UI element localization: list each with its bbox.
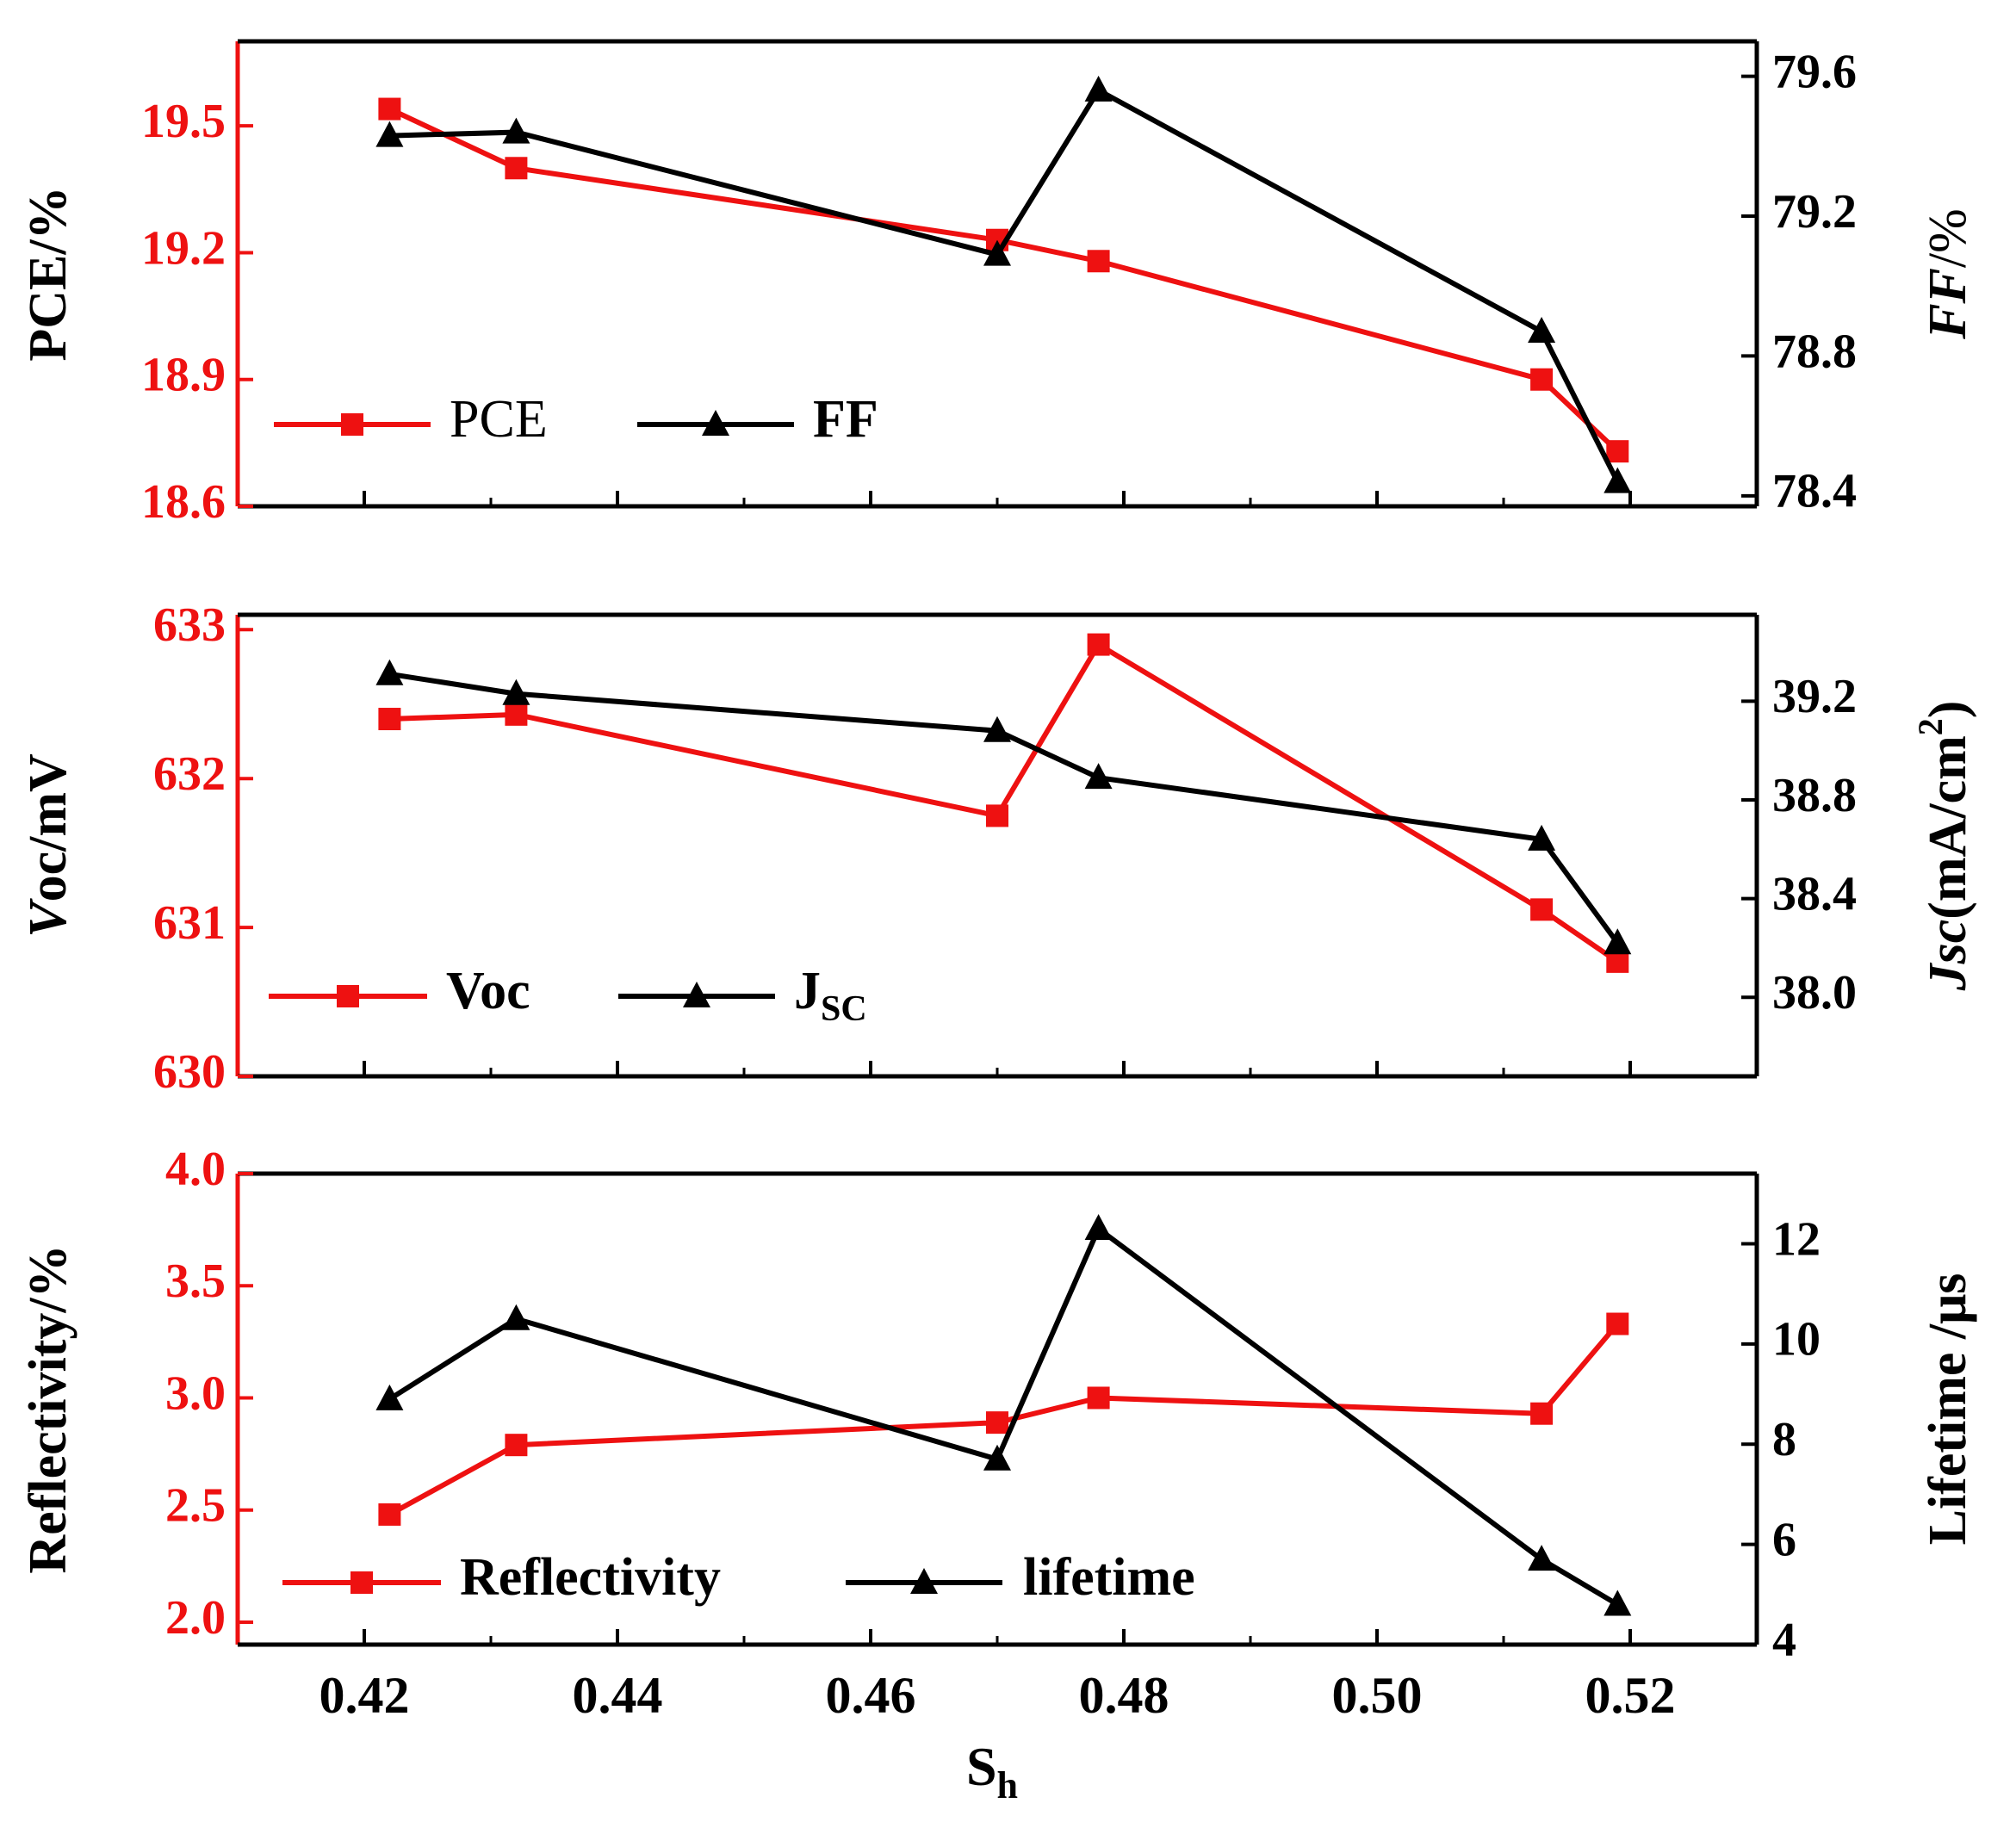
left-axis-title: Voc/mV <box>19 753 78 938</box>
right-tick-label: 38.4 <box>1772 867 1857 920</box>
data-point-pce <box>1606 440 1629 463</box>
right-axis-title: Jsc(mA/cm2) <box>1911 701 1977 992</box>
right-tick-label: 12 <box>1772 1212 1821 1266</box>
data-point-reflectivity <box>378 1503 401 1526</box>
data-point-lifetime <box>983 1444 1011 1471</box>
right-tick-label: 78.8 <box>1772 325 1857 378</box>
legend-label-lifetime: lifetime <box>1023 1548 1195 1607</box>
data-point-pce <box>505 157 528 180</box>
data-point-ff <box>1084 75 1113 102</box>
right-tick-label: 6 <box>1772 1513 1796 1566</box>
data-point-voc <box>986 804 1008 827</box>
panel-bottom: 2.0 2.5 3.0 3.5 4.0 4 6 8 10 12 Reflectivity/% Life… <box>19 1143 1977 1667</box>
data-point-jsc <box>1603 928 1632 955</box>
data-point-voc <box>1087 633 1110 656</box>
right-axis-title: Lifetime /μs <box>1919 1273 1977 1546</box>
legend: Voc JSC <box>269 962 867 1029</box>
series-line-jsc <box>388 671 1620 945</box>
data-point-voc <box>378 708 401 731</box>
data-point-ff <box>375 121 404 147</box>
series-line-lifetime <box>388 1224 1619 1608</box>
data-point-jsc <box>375 659 404 685</box>
legend-label-pce: PCE <box>450 390 548 449</box>
legend-marker <box>350 1571 373 1594</box>
x-axis-title: Sh <box>966 1736 1018 1806</box>
series-line-pce <box>388 106 1620 454</box>
left-tick-label: 633 <box>153 598 226 652</box>
data-point-voc <box>1530 898 1554 921</box>
data-point-jsc <box>983 716 1011 742</box>
x-tick-label: 0.44 <box>573 1667 663 1724</box>
right-tick-label: 38.0 <box>1772 966 1857 1019</box>
legend-label-voc: Voc <box>446 962 530 1020</box>
left-axis-title: Reflectivity/% <box>19 1244 78 1573</box>
data-point-reflectivity <box>1087 1386 1110 1410</box>
data-point-ff <box>1603 467 1632 493</box>
data-point-lifetime <box>502 1304 530 1330</box>
left-tick-label: 19.5 <box>141 95 226 148</box>
left-tick-label: 3.5 <box>165 1255 226 1308</box>
left-tick-label: 18.6 <box>141 475 226 529</box>
left-tick-label: 630 <box>153 1045 226 1099</box>
left-axis-title: PCE/% <box>19 186 78 361</box>
data-point-ff <box>1528 316 1556 343</box>
left-tick-label: 2.0 <box>165 1591 226 1645</box>
right-tick-label: 38.8 <box>1772 769 1857 822</box>
left-tick-label: 19.2 <box>141 221 226 275</box>
left-tick-label: 4.0 <box>165 1143 226 1196</box>
legend-marker <box>341 413 363 436</box>
data-point-pce <box>378 97 401 121</box>
data-point-lifetime <box>1084 1214 1113 1241</box>
right-tick-label: 8 <box>1772 1413 1796 1466</box>
x-tick-label: 0.50 <box>1332 1667 1423 1724</box>
data-point-reflectivity <box>1606 1312 1629 1335</box>
data-point-ff <box>502 117 530 144</box>
left-tick-label: 18.9 <box>141 349 226 402</box>
legend-marker <box>702 410 729 436</box>
left-tick-label: 632 <box>153 747 226 801</box>
left-tick-label: 631 <box>153 896 226 950</box>
series-line-voc <box>389 641 1619 964</box>
legend-marker <box>337 985 359 1007</box>
x-tick-label: 0.52 <box>1585 1667 1676 1724</box>
data-point-ff <box>983 239 1011 266</box>
data-point-reflectivity <box>986 1411 1008 1435</box>
legend-label-ff: FF <box>813 390 878 449</box>
panel-top: 18.6 18.9 19.2 19.5 78.4 78.8 79.2 79.6 PCE/% FF/… <box>19 39 1977 529</box>
data-point-pce <box>1087 250 1110 273</box>
right-axis-title: FF/% <box>1919 208 1977 340</box>
data-point-jsc <box>1084 763 1113 790</box>
right-tick-label: 79.6 <box>1772 45 1857 98</box>
data-point-lifetime <box>375 1384 404 1410</box>
legend-marker <box>683 982 710 1007</box>
data-point-pce <box>1530 368 1554 391</box>
left-tick-label: 3.0 <box>165 1366 226 1420</box>
x-tick-label: 0.46 <box>826 1667 916 1724</box>
right-tick-label: 78.4 <box>1772 465 1857 518</box>
data-point-reflectivity <box>505 1434 528 1457</box>
panel-middle: 630 631 632 633 38.0 38.4 38.8 39.2 Voc/mV Jsc(mA… <box>19 598 1977 1099</box>
legend-label-reflectivity: Reflectivity <box>460 1548 721 1607</box>
left-tick-label: 2.5 <box>165 1479 226 1533</box>
legend-label-jsc: JSC <box>794 962 867 1028</box>
right-tick-label: 10 <box>1772 1313 1821 1366</box>
right-tick-label: 4 <box>1772 1614 1796 1667</box>
data-point-lifetime <box>1603 1589 1632 1616</box>
x-axis: 0.42 0.44 0.46 0.48 0.50 0.52 Sh <box>319 1667 1676 1806</box>
data-point-jsc <box>502 679 530 705</box>
x-tick-label: 0.42 <box>319 1667 410 1724</box>
data-point-voc <box>505 703 528 726</box>
data-point-jsc <box>1528 824 1556 851</box>
data-point-lifetime <box>1528 1545 1556 1571</box>
legend: Reflectivity lifetime <box>282 1548 1195 1607</box>
legend-marker <box>910 1568 938 1594</box>
data-point-reflectivity <box>1530 1402 1554 1425</box>
series-line-reflectivity <box>388 1322 1620 1517</box>
right-tick-label: 39.2 <box>1772 670 1857 723</box>
x-tick-label: 0.48 <box>1079 1667 1169 1724</box>
right-tick-label: 79.2 <box>1772 185 1857 239</box>
series-line-ff <box>389 86 1620 483</box>
legend: PCE FF <box>274 390 878 449</box>
